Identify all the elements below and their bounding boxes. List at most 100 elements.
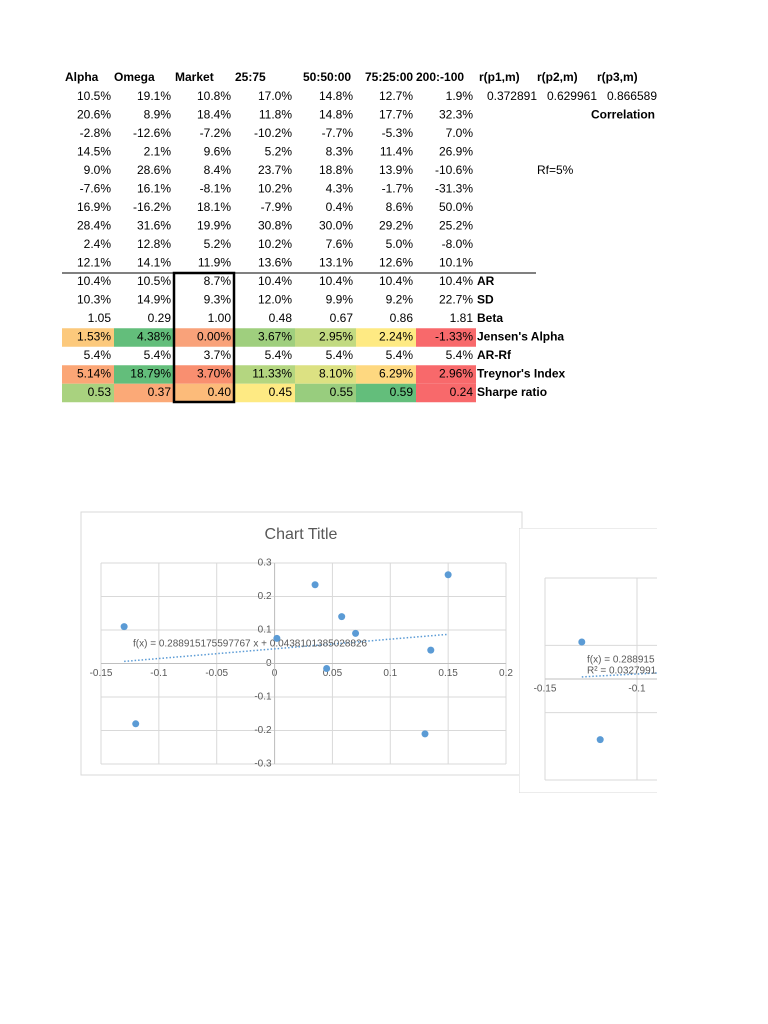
row-label: AR (477, 274, 495, 288)
cell: 50.0% (439, 200, 473, 214)
cell-fill (174, 328, 234, 347)
cell: 0.59 (390, 385, 414, 399)
trendline-r2: R² = 0.0327991 (587, 666, 657, 677)
cell: 0.24 (450, 385, 474, 399)
cell: 12.0% (258, 293, 292, 307)
rf-note: Rf=5% (537, 163, 574, 177)
cell-fill (174, 365, 234, 384)
cell: 29.2% (379, 219, 413, 233)
cell: -2.8% (80, 126, 112, 140)
cell: 0.53 (88, 385, 112, 399)
cell: 28.6% (137, 163, 171, 177)
point (596, 736, 604, 744)
cell: 5.4% (84, 348, 112, 362)
cell-fill (114, 365, 174, 384)
column-header: r(p3,m) (597, 70, 638, 84)
cell: 11.8% (259, 108, 292, 122)
cell: 10.8% (197, 89, 231, 103)
cell: -8.1% (200, 182, 232, 196)
point (352, 629, 360, 637)
chart-frame (519, 528, 657, 793)
cell: -10.6% (435, 163, 473, 177)
cell: 12.8% (137, 237, 171, 251)
cell: 10.5% (77, 89, 111, 103)
column-header: Omega (114, 70, 155, 84)
column-header: Market (175, 70, 214, 84)
cell: -7.7% (322, 126, 354, 140)
point (578, 638, 586, 646)
cell: 9.6% (204, 145, 232, 159)
trendline-label: f(x) = 0.288915 (587, 655, 655, 666)
point (338, 613, 346, 621)
cell: 7.0% (446, 126, 474, 140)
point (427, 646, 435, 654)
y-tick-label: 0.2 (258, 591, 272, 602)
x-tick-label: -0.1 (150, 668, 168, 679)
column-header: 50:50:00 (303, 70, 351, 84)
cell: 3.67% (258, 330, 292, 344)
cell: 5.4% (144, 348, 172, 362)
cell: -1.33% (435, 330, 473, 344)
cell: 0.37 (148, 385, 172, 399)
column-header: Alpha (65, 70, 99, 84)
cell: 0.29 (148, 311, 172, 325)
point (132, 720, 140, 728)
cell: 8.10% (319, 367, 353, 381)
cell: 1.9% (446, 89, 474, 103)
row-label: SD (477, 293, 494, 307)
cell: 26.9% (439, 145, 473, 159)
cell-fill (295, 365, 356, 384)
cell-fill (114, 328, 174, 347)
cell-fill (62, 383, 114, 403)
cell: 28.4% (77, 219, 111, 233)
cell: 10.4% (319, 274, 353, 288)
x-tick-label: -0.05 (205, 668, 228, 679)
cell: 12.7% (379, 89, 413, 103)
cell: 25.2% (439, 219, 473, 233)
cell: 11.9% (198, 256, 231, 270)
cell-fill (416, 328, 476, 347)
cell: 30.8% (258, 219, 292, 233)
cell: 5.4% (386, 348, 414, 362)
cell: 9.0% (84, 163, 112, 177)
cell: 4.38% (137, 330, 171, 344)
cell: 9.2% (386, 293, 414, 307)
cell: 13.9% (379, 163, 413, 177)
cell: 8.6% (386, 200, 414, 214)
cell: 14.9% (137, 293, 171, 307)
cell: 0.40 (208, 385, 232, 399)
cell: 10.5% (137, 274, 171, 288)
cell: 16.1% (137, 182, 171, 196)
cell: 17.7% (379, 108, 413, 122)
cell-fill (62, 328, 114, 347)
cell: 9.3% (204, 293, 232, 307)
cell: 8.7% (204, 274, 232, 288)
cell: 5.14% (77, 367, 111, 381)
cell: -5.3% (382, 126, 414, 140)
cell: 5.4% (446, 348, 474, 362)
cell-fill (295, 383, 356, 403)
cell: 16.9% (77, 200, 111, 214)
row-label: AR-Rf (477, 348, 512, 362)
point (444, 571, 452, 579)
cell: 2.96% (439, 367, 473, 381)
cell: 6.29% (379, 367, 413, 381)
column-header: r(p1,m) (479, 70, 520, 84)
column-header: 200:-100 (416, 70, 464, 84)
y-tick-label: -0.2 (254, 725, 272, 736)
cell: 1.81 (450, 311, 474, 325)
column-header: 75:25:00 (365, 70, 413, 84)
cell-fill (416, 365, 476, 384)
y-tick-label: 0.1 (258, 625, 272, 636)
y-tick-label: 0.3 (258, 558, 272, 569)
cell: 31.6% (137, 219, 171, 233)
cell: 10.4% (379, 274, 413, 288)
cell: 3.70% (197, 367, 231, 381)
cell: 3.7% (204, 348, 232, 362)
cell: 1.00 (208, 311, 232, 325)
cell-fill (234, 365, 295, 384)
cell: -16.2% (133, 200, 171, 214)
x-tick-label: 0.15 (438, 668, 458, 679)
cell: 0.67 (330, 311, 354, 325)
cell: 18.8% (319, 163, 353, 177)
